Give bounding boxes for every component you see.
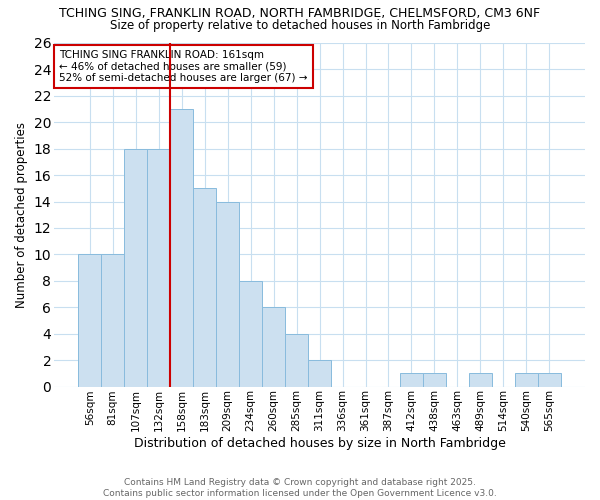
Y-axis label: Number of detached properties: Number of detached properties (15, 122, 28, 308)
Bar (124, 148, 147, 386)
Text: Contains HM Land Registry data © Crown copyright and database right 2025.
Contai: Contains HM Land Registry data © Crown c… (103, 478, 497, 498)
Bar (515, 374, 538, 386)
Bar (538, 374, 561, 386)
Bar (239, 281, 262, 386)
Text: TCHING SING, FRANKLIN ROAD, NORTH FAMBRIDGE, CHELMSFORD, CM3 6NF: TCHING SING, FRANKLIN ROAD, NORTH FAMBRI… (59, 8, 541, 20)
Bar (78, 254, 101, 386)
Text: TCHING SING FRANKLIN ROAD: 161sqm
← 46% of detached houses are smaller (59)
52% : TCHING SING FRANKLIN ROAD: 161sqm ← 46% … (59, 50, 308, 83)
Bar (170, 109, 193, 386)
Text: Size of property relative to detached houses in North Fambridge: Size of property relative to detached ho… (110, 18, 490, 32)
Bar (285, 334, 308, 386)
Bar (423, 374, 446, 386)
Bar (216, 202, 239, 386)
Bar (262, 308, 285, 386)
Bar (193, 188, 216, 386)
Bar (147, 148, 170, 386)
X-axis label: Distribution of detached houses by size in North Fambridge: Distribution of detached houses by size … (134, 437, 505, 450)
Bar (101, 254, 124, 386)
Bar (469, 374, 492, 386)
Bar (308, 360, 331, 386)
Bar (400, 374, 423, 386)
